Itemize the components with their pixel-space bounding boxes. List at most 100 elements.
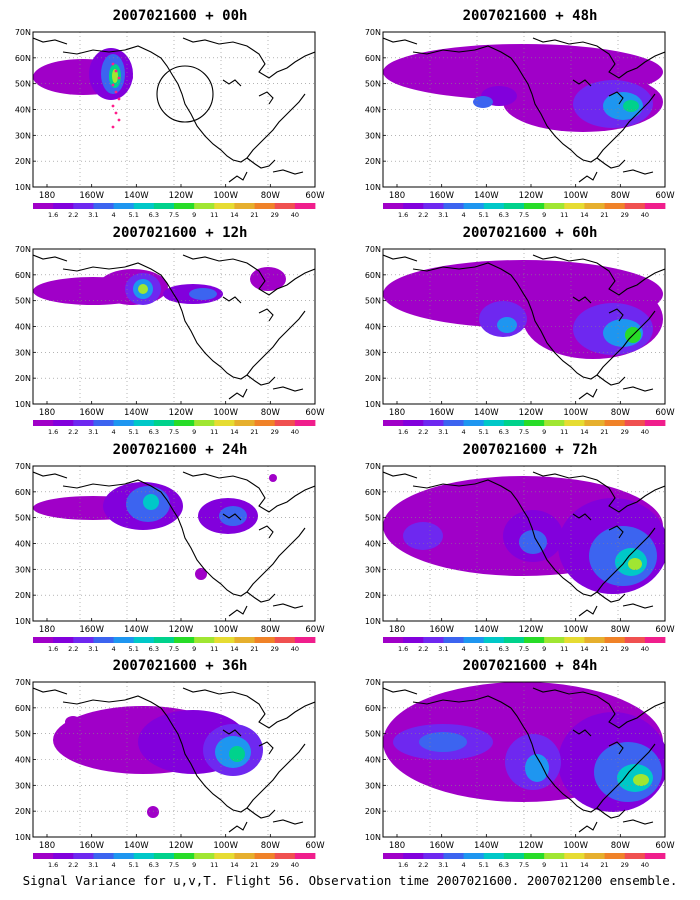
latitude-tick-label: 70N — [15, 678, 31, 687]
legend-swatch — [214, 637, 235, 643]
latitude-tick-label: 20N — [15, 807, 31, 816]
legend-label: 4 — [462, 861, 466, 869]
legend-label: 21 — [600, 428, 608, 436]
color-scale-legend: 1.6 2.2 3.1 4 5.1 6.3 7.5 9 11 14 21 29 40 — [33, 420, 316, 436]
map-panel-p48: 2007021600 + 48h 70N 60N 50N 40N 30N 20N 10N 180… — [360, 8, 700, 226]
coastlines — [33, 254, 315, 400]
latitude-tick-label: 20N — [15, 374, 31, 383]
legend-label: 11 — [560, 211, 568, 219]
variance-contour — [525, 754, 549, 782]
legend-swatch — [93, 853, 114, 859]
color-scale-legend: 1.6 2.2 3.1 4 5.1 6.3 7.5 9 11 14 21 29 40 — [383, 420, 666, 436]
longitude-tick-label: 120W — [169, 191, 194, 201]
legend-label: 3.1 — [88, 861, 98, 869]
legend-swatch — [33, 853, 54, 859]
legend-swatch — [584, 853, 605, 859]
latitude-tick-label: 60N — [365, 54, 381, 63]
legend-label: 4 — [112, 645, 116, 653]
longitude-tick-label: 120W — [169, 408, 194, 418]
longitude-tick-label: 100W — [563, 408, 588, 418]
legend-swatch — [234, 203, 255, 209]
legend-swatch — [194, 203, 215, 209]
legend-label: 3.1 — [438, 428, 448, 436]
color-scale-legend: 1.6 2.2 3.1 4 5.1 6.3 7.5 9 11 14 21 29 40 — [33, 203, 316, 219]
legend-swatch — [564, 420, 585, 426]
legend-label: 1.6 — [398, 428, 408, 436]
legend-label: 4 — [462, 428, 466, 436]
legend-label: 2.2 — [418, 861, 428, 869]
legend-label: 6.3 — [499, 428, 509, 436]
map-panel-p00: 2007021600 + 00h 70N 60N 50N 40N 30N 20N 10N 180… — [10, 8, 350, 226]
latitude-tick-label: 50N — [365, 514, 381, 523]
variance-shading — [383, 682, 665, 812]
legend-label: 14 — [580, 211, 588, 219]
legend-swatch — [294, 637, 316, 643]
legend-swatch — [153, 637, 175, 643]
legend-label: 6.3 — [149, 645, 159, 653]
legend-swatch — [383, 203, 404, 209]
longitude-tick-label: 80W — [611, 191, 631, 201]
legend-label: 21 — [250, 211, 258, 219]
latitude-tick-label: 50N — [15, 80, 31, 89]
latitude-tick-label: 60N — [15, 271, 31, 280]
legend-label: 14 — [580, 428, 588, 436]
legend-label: 29 — [621, 428, 629, 436]
legend-swatch — [624, 203, 646, 209]
legend-label: 1.6 — [398, 645, 408, 653]
longitude-tick-label: 120W — [519, 625, 544, 635]
legend-swatch — [214, 203, 235, 209]
longitude-tick-label: 120W — [519, 191, 544, 201]
color-scale-legend: 1.6 2.2 3.1 4 5.1 6.3 7.5 9 11 14 21 29 40 — [383, 853, 666, 869]
longitude-tick-label: 180 — [389, 625, 405, 635]
color-scale-legend: 1.6 2.2 3.1 4 5.1 6.3 7.5 9 11 14 21 29 40 — [33, 637, 316, 653]
legend-label: 3.1 — [88, 645, 98, 653]
longitude-tick-label: 160W — [429, 841, 454, 851]
legend-swatch — [113, 853, 135, 859]
variance-map: 70N 60N 50N 40N 30N 20N 10N 180 160W 140W 120W 100W… — [15, 462, 325, 653]
legend-swatch — [93, 637, 114, 643]
latitude-tick-label: 60N — [365, 704, 381, 713]
legend-swatch — [544, 853, 565, 859]
legend-label: 6.3 — [149, 211, 159, 219]
legend-swatch — [33, 203, 54, 209]
legend-swatch — [503, 853, 525, 859]
latitude-tick-label: 30N — [15, 781, 31, 790]
latitude-tick-label: 20N — [365, 591, 381, 600]
legend-swatch — [33, 420, 54, 426]
legend-swatch — [274, 853, 296, 859]
legend-swatch — [483, 203, 505, 209]
legend-label: 11 — [210, 861, 218, 869]
longitude-tick-label: 80W — [261, 625, 281, 635]
latitude-tick-label: 40N — [15, 323, 31, 332]
legend-swatch — [73, 203, 94, 209]
longitude-tick-label: 80W — [611, 625, 631, 635]
variance-map: 70N 60N 50N 40N 30N 20N 10N 180 160W 140W 120W 100W… — [365, 462, 675, 653]
latitude-tick-label: 70N — [365, 462, 381, 471]
latitude-tick-label: 40N — [365, 540, 381, 549]
legend-label: 6.3 — [499, 645, 509, 653]
legend-label: 4 — [462, 211, 466, 219]
legend-swatch — [274, 203, 296, 209]
legend-swatch — [524, 637, 545, 643]
legend-label: 9 — [192, 211, 196, 219]
legend-swatch — [604, 420, 626, 426]
legend-label: 40 — [291, 428, 299, 436]
legend-label: 29 — [621, 645, 629, 653]
variance-contour — [138, 284, 148, 294]
legend-swatch — [113, 420, 135, 426]
legend-label: 9 — [542, 861, 546, 869]
panel-title: 2007021600 + 00h — [112, 8, 248, 24]
legend-label: 5.1 — [129, 211, 139, 219]
variance-contour — [112, 69, 118, 83]
legend-label: 3.1 — [88, 211, 98, 219]
legend-label: 29 — [621, 861, 629, 869]
latitude-tick-label: 30N — [365, 131, 381, 140]
legend-label: 6.3 — [149, 861, 159, 869]
longitude-tick-label: 160W — [429, 408, 454, 418]
longitude-tick-label: 100W — [563, 191, 588, 201]
legend-label: 7.5 — [169, 861, 179, 869]
latitude-tick-label: 70N — [365, 28, 381, 37]
coastlines — [383, 37, 665, 183]
legend-swatch — [503, 203, 525, 209]
legend-swatch — [644, 203, 666, 209]
